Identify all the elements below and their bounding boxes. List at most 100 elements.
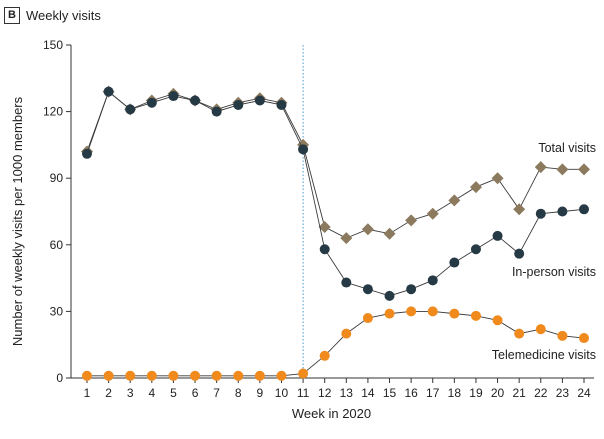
point-inperson (103, 86, 114, 97)
x-tick-label: 19 (469, 386, 483, 400)
series-labels: Total visits In-person visits Telemedicine… (492, 141, 596, 362)
point-inperson (449, 257, 460, 268)
x-tick-label: 13 (340, 386, 354, 400)
x-tick-label: 14 (361, 386, 375, 400)
chart-title: Weekly visits (26, 7, 101, 23)
point-telemedicine (406, 306, 417, 317)
x-tick-label: 22 (534, 386, 548, 400)
point-total (405, 214, 418, 227)
y-axis-title: Number of weekly visits per 1000 members (10, 96, 25, 346)
x-axis-title: Week in 2020 (292, 406, 371, 421)
y-tick-label: 60 (50, 238, 64, 252)
point-telemedicine (535, 324, 546, 335)
point-telemedicine (276, 370, 287, 381)
point-telemedicine (492, 315, 503, 326)
point-inperson (298, 144, 309, 155)
x-tick-label: 21 (512, 386, 526, 400)
point-telemedicine (211, 370, 222, 381)
point-total (578, 163, 590, 176)
point-inperson (82, 148, 92, 159)
series-total (81, 85, 590, 245)
point-inperson (406, 284, 417, 295)
point-telemedicine (298, 368, 309, 379)
x-tick-label: 15 (383, 386, 397, 400)
point-telemedicine (362, 313, 373, 324)
point-inperson (535, 208, 546, 219)
series-inperson (82, 86, 589, 301)
x-tick-label: 5 (170, 386, 177, 400)
point-telemedicine (254, 370, 265, 381)
point-inperson (362, 284, 373, 295)
x-tick-label: 6 (192, 386, 199, 400)
x-tick-label: 20 (491, 386, 505, 400)
point-telemedicine (82, 370, 92, 381)
y-tick-label: 30 (50, 304, 64, 318)
point-total (513, 203, 526, 216)
point-inperson (341, 277, 352, 288)
y-tick-label: 150 (43, 38, 63, 52)
point-telemedicine (579, 333, 589, 344)
x-tick-label: 9 (257, 386, 264, 400)
point-telemedicine (514, 328, 525, 339)
series-line-telemedicine (87, 310, 585, 377)
x-tick-label: 18 (448, 386, 462, 400)
x-tick-label: 10 (275, 386, 289, 400)
x-tick-label: 23 (556, 386, 570, 400)
x-tick-label: 8 (235, 386, 242, 400)
point-inperson (276, 99, 287, 110)
point-inperson (384, 290, 395, 301)
series-label-telemedicine: Telemedicine visits (492, 348, 596, 362)
point-total (491, 172, 504, 185)
point-inperson (579, 204, 589, 215)
point-inperson (211, 106, 222, 117)
series-layer (81, 85, 590, 381)
x-tick-label: 3 (127, 386, 134, 400)
panel-header: B Weekly visits (4, 6, 101, 24)
point-inperson (190, 95, 201, 106)
point-inperson (557, 206, 568, 217)
point-telemedicine (319, 350, 330, 361)
x-tick-label: 2 (105, 386, 112, 400)
point-total (469, 181, 482, 194)
x-tick-label: 11 (297, 386, 310, 400)
point-total (556, 163, 569, 176)
series-telemedicine (82, 306, 589, 381)
point-inperson (319, 244, 330, 255)
point-inperson (125, 104, 136, 115)
point-total (448, 194, 461, 207)
point-telemedicine (190, 370, 201, 381)
point-inperson (233, 99, 244, 110)
x-tick-label: 17 (426, 386, 440, 400)
x-tick-label: 4 (148, 386, 155, 400)
point-inperson (492, 230, 503, 241)
x-tick-label: 1 (84, 386, 91, 400)
series-label-total: Total visits (538, 141, 596, 155)
point-telemedicine (125, 370, 136, 381)
y-tick-label: 120 (43, 105, 63, 119)
point-total (340, 232, 353, 245)
point-telemedicine (146, 370, 157, 381)
x-tick-label: 24 (577, 386, 591, 400)
point-telemedicine (557, 330, 568, 341)
x-tick-label: 7 (213, 386, 220, 400)
point-telemedicine (233, 370, 244, 381)
series-line-total (86, 90, 584, 239)
point-inperson (427, 275, 438, 286)
point-telemedicine (103, 370, 114, 381)
point-inperson (470, 244, 481, 255)
point-telemedicine (168, 370, 179, 381)
point-total (426, 207, 439, 220)
point-inperson (146, 97, 157, 108)
point-inperson (168, 91, 179, 102)
point-total (361, 223, 374, 236)
x-tick-label: 12 (318, 386, 332, 400)
panel-letter: B (4, 6, 20, 24)
point-telemedicine (384, 308, 395, 319)
y-tick-label: 0 (56, 371, 63, 385)
y-tick-label: 90 (50, 171, 64, 185)
point-inperson (514, 248, 525, 259)
point-telemedicine (427, 306, 438, 317)
point-telemedicine (449, 308, 460, 319)
